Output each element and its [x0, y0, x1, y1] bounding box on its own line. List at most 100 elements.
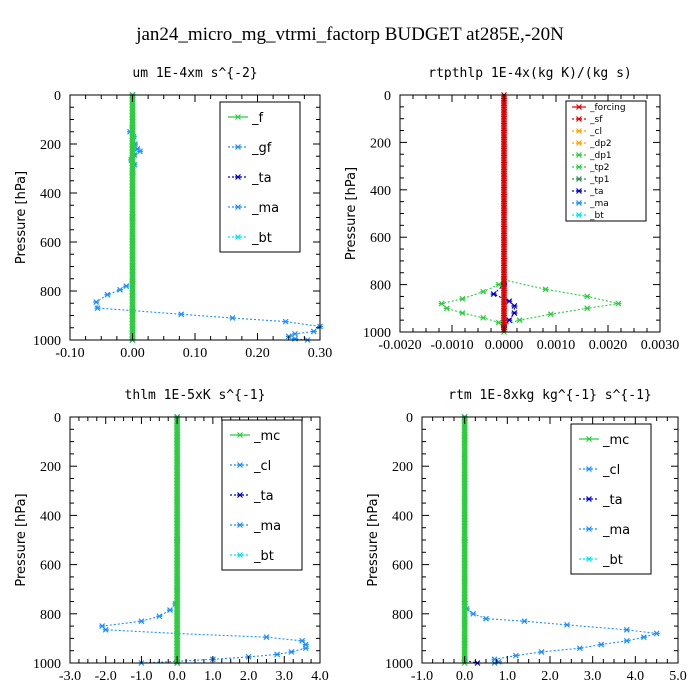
y-tick-label: 800 — [40, 608, 61, 623]
legend-label: _mc — [253, 429, 280, 444]
y-tick-label: 400 — [40, 509, 61, 524]
figure-title: jan24_micro_mg_vtrmi_factorp BUDGET at28… — [135, 24, 564, 45]
y-tick-label: 200 — [40, 138, 61, 153]
legend-item: _cl — [230, 459, 271, 474]
series-marker — [480, 288, 487, 295]
y-tick-label: 800 — [370, 279, 391, 294]
y-axis-label: Pressure [hPa] — [366, 493, 381, 586]
x-tick-label: 3.0 — [584, 669, 602, 684]
legend-marker — [576, 176, 582, 182]
legend-label: _forcing — [589, 103, 626, 113]
legend-label: _ma — [602, 523, 630, 538]
series-marker — [584, 293, 591, 300]
y-tick-label: 1000 — [33, 334, 61, 349]
legend-box — [565, 100, 647, 222]
legend-item: _cl — [572, 127, 602, 137]
legend-label: _tp1 — [589, 175, 609, 185]
series-marker — [292, 330, 298, 337]
legend-marker — [235, 114, 241, 120]
x-tick-label: 0.00 — [120, 346, 145, 361]
chart-panels: um 1E-4xm s^{-2}Pressure [hPa]-0.10 0.00 0… — [14, 66, 687, 684]
legend-label: _cl — [602, 463, 620, 478]
y-tick-label: 0 — [384, 89, 391, 104]
panel-title: thlm 1E-5xK s^{-1} — [125, 388, 266, 403]
legend-marker — [235, 144, 241, 150]
y-tick-label: 600 — [40, 236, 61, 251]
x-tick-label: 0.10 — [183, 346, 208, 361]
x-tick-label: -1.0 — [130, 669, 152, 684]
series-marker — [480, 314, 487, 321]
legend-label: _cl — [253, 459, 271, 474]
legend-item: _mc — [579, 433, 629, 448]
legend-label: _tp2 — [589, 163, 609, 173]
legend-marker — [237, 432, 243, 438]
legend-marker — [576, 164, 582, 170]
legend-marker — [235, 174, 241, 180]
legend-label: _ta — [602, 493, 623, 508]
y-tick-label: 1000 — [363, 326, 391, 341]
legend-marker — [576, 116, 582, 122]
x-tick-label: 4.0 — [311, 669, 329, 684]
legend-label: _bt — [253, 549, 274, 564]
legend-marker — [576, 152, 582, 158]
legend-label: _mc — [602, 433, 629, 448]
series-marker — [443, 305, 450, 312]
legend-label: _bt — [602, 553, 623, 568]
series-tp2 — [501, 276, 622, 328]
x-tick-label: 0.20 — [245, 346, 270, 361]
legend-item: _f — [228, 111, 264, 126]
series-marker — [584, 305, 591, 312]
series-marker — [156, 613, 163, 620]
x-tick-label: 0.0 — [456, 669, 474, 684]
y-tick-label: 200 — [40, 460, 61, 475]
legend: _mc _cl _ta _ma _bt — [221, 419, 303, 571]
series-marker — [178, 311, 185, 318]
series-marker — [511, 303, 518, 309]
series-marker — [282, 318, 289, 325]
legend-marker — [586, 436, 592, 442]
legend-marker — [235, 204, 241, 210]
series-marker — [470, 610, 477, 617]
legend-marker — [576, 140, 582, 146]
x-tick-label: 0.0030 — [641, 338, 680, 353]
y-tick-label: 0 — [54, 89, 61, 104]
series-marker — [564, 621, 571, 628]
series-marker — [263, 634, 270, 641]
series-marker — [137, 148, 143, 155]
series-marker — [102, 626, 109, 633]
legend-label: _ma — [253, 519, 281, 534]
y-tick-label: 1000 — [385, 657, 413, 672]
chart-panel-4: rtm 1E-8xkg kg^{-1} s^{-1} Pressure [hPa]… — [366, 388, 687, 684]
series-marker — [623, 637, 630, 644]
series-marker — [274, 651, 281, 658]
legend-label: _dp1 — [589, 151, 612, 161]
x-tick-label: -1.0 — [411, 669, 433, 684]
series-marker — [521, 618, 528, 625]
y-tick-label: 800 — [392, 608, 413, 623]
series-marker — [94, 305, 101, 312]
series-marker — [104, 291, 111, 298]
series-marker — [547, 311, 554, 318]
legend-label: _gf — [251, 141, 272, 156]
legend-marker — [576, 212, 582, 218]
legend-label: _ma — [589, 199, 609, 209]
series-marker — [653, 630, 660, 637]
legend-marker — [586, 526, 592, 532]
series-marker — [302, 645, 309, 652]
y-tick-label: 800 — [40, 285, 61, 300]
legend: _f _gf _ta _ma _bt — [219, 101, 301, 253]
legend-item: _bt — [572, 211, 604, 221]
y-axis-label: Pressure [hPa] — [14, 493, 29, 586]
legend-item: _gf — [228, 141, 272, 156]
y-tick-label: 600 — [370, 231, 391, 246]
legend-item: _ma — [228, 201, 279, 216]
legend-label: _ta — [589, 187, 604, 197]
series-marker — [512, 652, 519, 659]
series-marker — [459, 295, 466, 302]
legend-item: _ma — [579, 523, 630, 538]
legend-marker — [237, 552, 243, 558]
series-marker — [623, 626, 630, 633]
series-marker — [93, 299, 100, 305]
series-marker — [138, 618, 145, 625]
